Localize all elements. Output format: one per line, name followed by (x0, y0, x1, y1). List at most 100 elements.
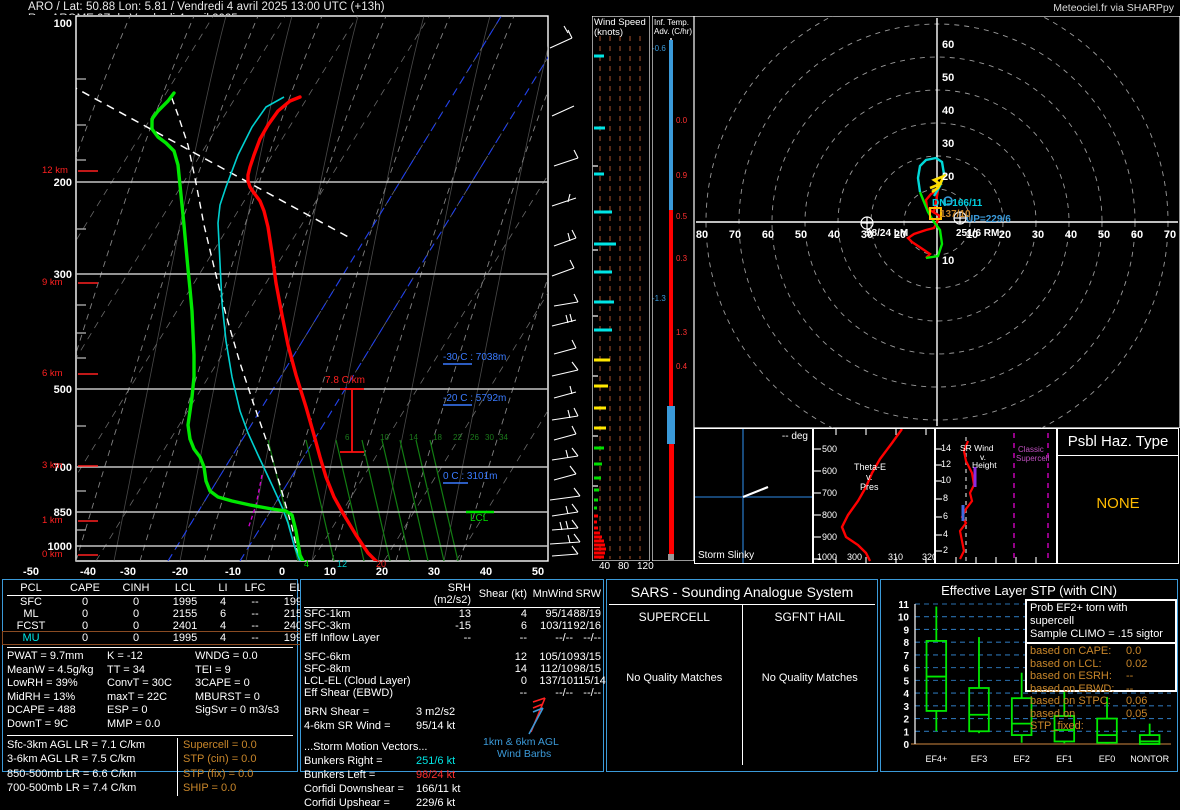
temp-adv-value-3: 0.5 (676, 212, 688, 221)
thermo-col-3: WNDG = 0.0 TEI = 9 3CAPE = 0 MBURST = 0 … (195, 650, 293, 732)
srwind-title-line2: v. (980, 452, 986, 462)
thermo-mmp: MMP = 0.0 (107, 717, 161, 730)
isotherm-label-minus30: -30 C : 7038m (443, 352, 507, 363)
parcel-li-fcst: 4 (219, 620, 227, 632)
skewt-panel[interactable]: 100 200 300 500 700 850 1000 (0, 15, 556, 575)
wind-barb-strip (548, 16, 592, 561)
composite-stp-fix: STP (fix) = 0.0 (183, 767, 254, 780)
thermo-pwat: PWAT = 9.7mm (7, 650, 84, 662)
svg-text:60: 60 (1131, 229, 1143, 241)
kin-row-sfc8km-label: SFC-8km (304, 663, 351, 675)
prob-label-stpfixed: based on STP_fixed: (1030, 707, 1084, 733)
kin-row-sfc6km-srw: 93/15 (573, 651, 601, 663)
prob-value-lcl: 0.02 (1126, 657, 1148, 670)
thermo-dcape: DCAPE = 488 (7, 704, 76, 717)
thetae-ytick-900: 900 (822, 532, 838, 542)
svg-text:2: 2 (903, 715, 909, 726)
kin-row-sfc6km-label: SFC-6km (304, 651, 351, 663)
wind-speed-panel: Wind Speed (knots) (592, 16, 650, 561)
thetae-title-line1: Theta-E (854, 462, 887, 472)
kin-row-eff-inflow-shear: -- (519, 632, 527, 644)
table-row[interactable]: MU 0 0 1995 4 -- 1995 (2, 631, 320, 645)
svg-text:0: 0 (903, 740, 909, 751)
sars-hail-body: No Quality Matches (761, 672, 858, 684)
thermo-divider-2 (7, 734, 293, 736)
svg-text:30: 30 (428, 566, 440, 575)
kin-row-cloudlayer-srw: 115/14 (573, 675, 606, 687)
kin-header-rule (304, 607, 600, 608)
kin-row-cloudlayer-shear: 0 (520, 675, 527, 687)
storm-motion-vectors-title: ...Storm Motion Vectors... (304, 741, 428, 753)
kin-row-eff-inflow-mnwind: --/-- (555, 632, 573, 644)
kin-row-sfc1km-shear: 4 (520, 608, 527, 620)
stp-chart-title: Effective Layer STP (with CIN) (941, 583, 1117, 598)
svg-text:-50: -50 (23, 566, 39, 575)
sars-title: SARS - Sounding Analogue System (630, 584, 854, 600)
prob-label-esrh: based on ESRH: (1030, 670, 1112, 682)
kin-row-sfc8km-mnwind: 112/10 (540, 663, 573, 675)
sfc-temp-value: 20 (376, 559, 387, 569)
branding-label: Meteociel.fr via SHARPpy (1053, 2, 1174, 14)
possible-hazard-panel: Psbl Haz. Type NONE (1057, 428, 1179, 564)
srwind-ytick-14: 14 (941, 443, 952, 453)
hazard-value: NONE (1096, 495, 1140, 512)
wind-speed-tick-40: 40 (599, 561, 611, 572)
barb-caption-line2: Wind Barbs (497, 748, 552, 760)
kin-row-sfc6km-srh (413, 651, 471, 663)
table-row: SFC-8km 14 112/10 98/15 (301, 663, 605, 675)
thermo-downt: DownT = 9C (7, 717, 69, 730)
col-header-pcl: PCL (20, 582, 42, 594)
svg-text:70: 70 (729, 229, 741, 241)
thermo-lowrh: LowRH = 39% (7, 677, 78, 690)
svg-text:20: 20 (894, 229, 906, 241)
svg-text:-20: -20 (172, 566, 188, 575)
table-row: SFC-3km -15 6 103/11 92/16 (301, 620, 605, 632)
hazard-title: Psbl Haz. Type (1067, 433, 1169, 450)
mixing-ratio-label-18: 18 (433, 433, 442, 442)
temp-adv-value-4: 0.3 (676, 254, 688, 263)
table-row[interactable]: ML 0 0 2155 6 -- 2155 (3, 608, 319, 620)
svg-text:70: 70 (1164, 229, 1176, 241)
srwind-ytick-10: 10 (941, 475, 952, 485)
hodo-label-mean: 137/10 (940, 209, 971, 220)
table-row[interactable]: SFC 0 0 1995 4 -- 1995 (3, 596, 319, 608)
col-header-cape: CAPE (70, 582, 100, 594)
parcel-cinh-sfc: 0 (132, 596, 140, 608)
table-row: SFC-1km 13 4 95/14 88/19 (301, 608, 605, 620)
parcel-cinh-ml: 0 (132, 608, 140, 620)
thermo-divider-1 (7, 647, 293, 648)
thermo-tt: TT = 34 (107, 663, 146, 676)
thermo-convt: ConvT = 30C (107, 677, 172, 690)
temp-adv-value-0: -0.6 (652, 44, 666, 53)
parcel-name-ml: ML (23, 608, 39, 620)
thetae-ytick-1000: 1000 (817, 552, 838, 562)
wind-speed-tick-120: 120 (637, 561, 654, 572)
kin-row-eff-inflow-srh: -- (463, 632, 471, 644)
kin-row-sfc6km-mnwind: 105/10 (539, 651, 573, 663)
col-header-lcl: LCL (174, 582, 196, 594)
srwind-height-panel: 14 12 10 8 6 4 2 SR Wind v. Height Class… (935, 428, 1057, 564)
srwind-title-line1: SR Wind (960, 443, 994, 453)
svg-text:200: 200 (54, 177, 72, 189)
svg-text:EF4+: EF4+ (925, 754, 947, 764)
temp-adv-title-line1: Inf. Temp. (654, 18, 689, 27)
svg-text:50: 50 (942, 72, 954, 84)
svg-text:-10: -10 (225, 566, 241, 575)
parcel-cape-ml: 0 (81, 608, 89, 620)
svg-text:10: 10 (898, 613, 910, 624)
col-header-cinh: CINH (122, 582, 150, 594)
svg-text:0: 0 (279, 566, 285, 575)
svg-text:-30: -30 (120, 566, 136, 575)
kinematics-header-row: SRH (m2/s2) Shear (kt) MnWind SRW (301, 582, 605, 606)
table-row[interactable]: FCST 0 0 2401 4 -- 2401 (3, 620, 319, 632)
srwind-ytick-4: 4 (943, 529, 949, 539)
kin-row-sfc3km-srh: -15 (455, 620, 471, 632)
kin-col-srh: SRH (m2/s2) (433, 582, 471, 606)
kin-row-ebwd-srh (413, 687, 471, 699)
parcel-li-sfc: 4 (219, 596, 227, 608)
hodograph-panel[interactable]: 60 50 40 30 20 10 20 30 40 50 60 70 80 10 2… (694, 16, 1180, 428)
srwind-ytick-8: 8 (943, 493, 949, 503)
table-row: SFC-6km 12 105/10 93/15 (301, 651, 605, 663)
col-header-li: LI (218, 582, 228, 594)
thetae-xtick-310: 310 (888, 552, 904, 562)
